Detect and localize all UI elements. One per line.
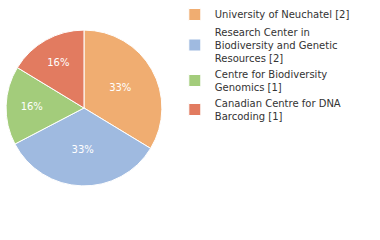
svg-text:33%: 33% (72, 144, 94, 155)
svg-text:16%: 16% (21, 101, 43, 112)
svg-text:Canadian Centre for DNABarcodi: Canadian Centre for DNABarcoding [1] (215, 98, 341, 122)
svg-text:University of Neuchatel [2]: University of Neuchatel [2] (215, 9, 350, 20)
svg-text:Research Center inBiodiversity: Research Center inBiodiversity and Genet… (215, 27, 338, 64)
svg-text:Centre for BiodiversityGenomic: Centre for BiodiversityGenomics [1] (215, 69, 328, 93)
svg-text:16%: 16% (47, 57, 69, 68)
svg-text:33%: 33% (109, 82, 131, 93)
